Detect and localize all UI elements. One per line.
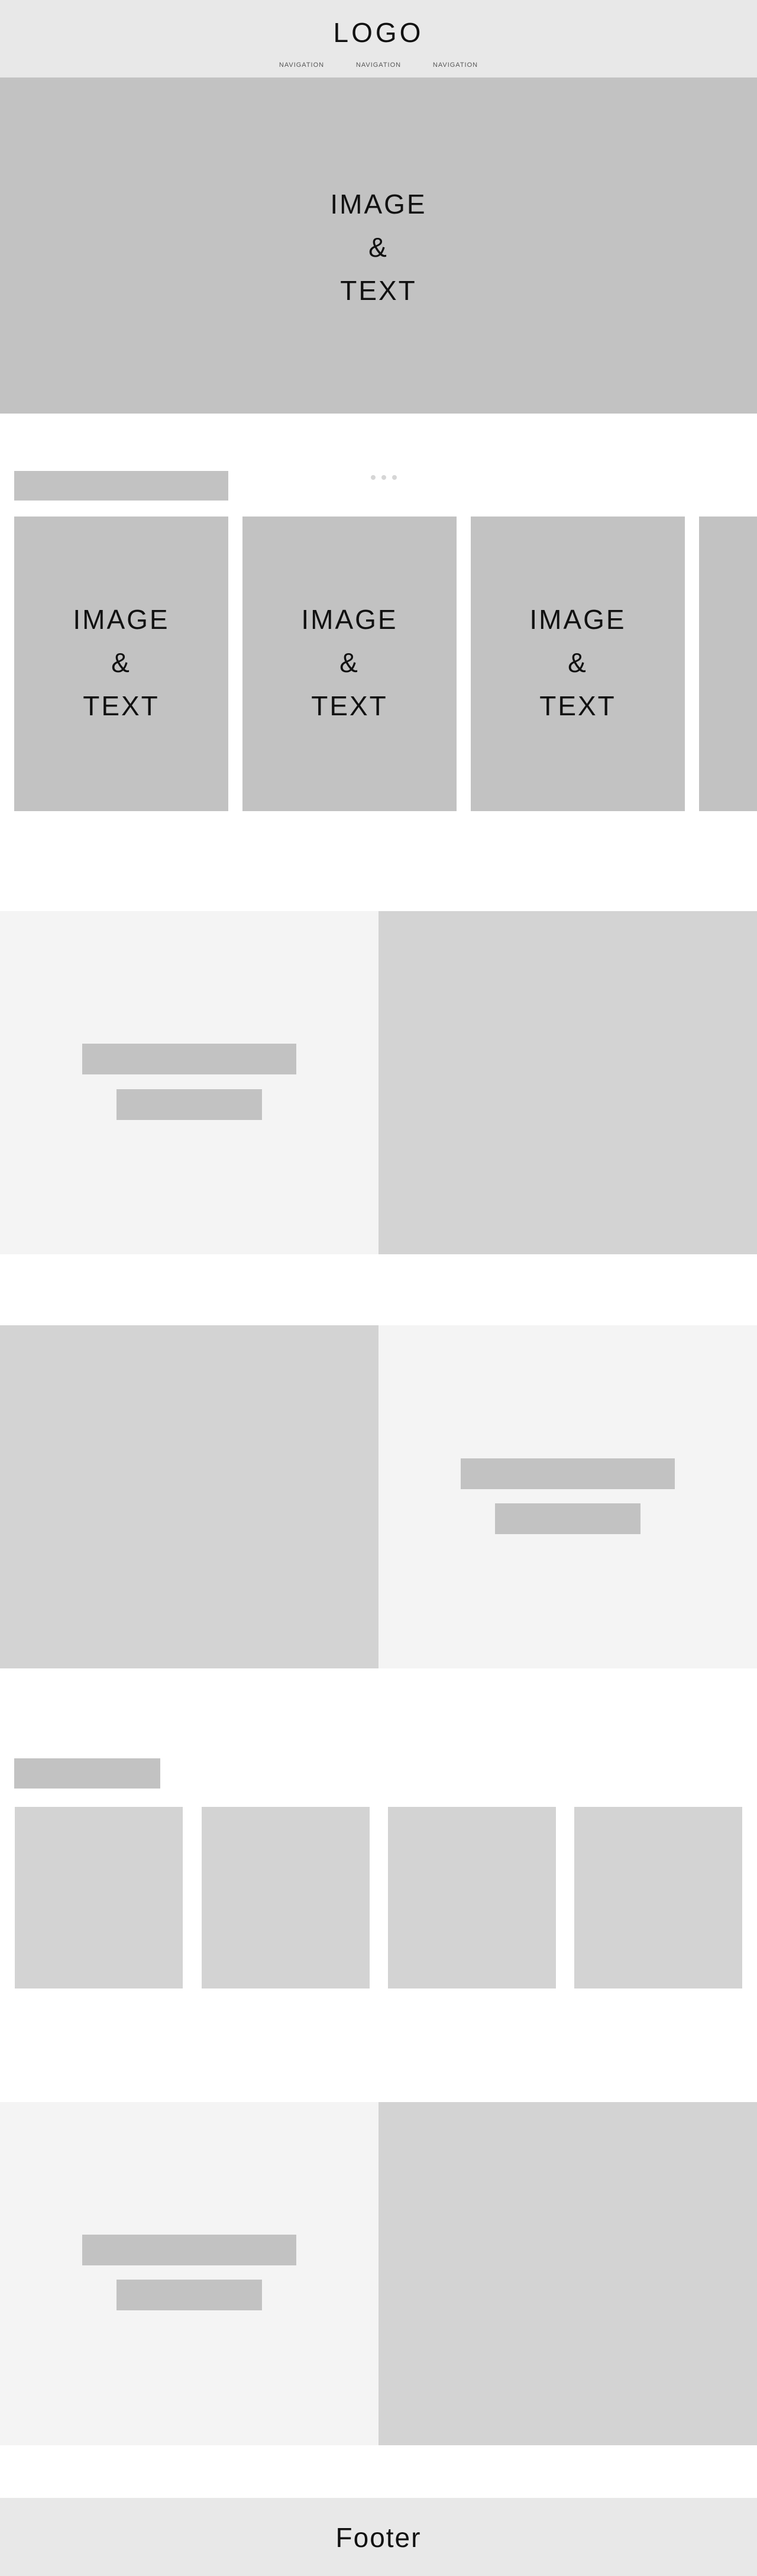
feature-1-image-placeholder — [378, 911, 757, 1254]
card-line-image: IMAGE — [14, 598, 228, 641]
card-line-text: TEXT — [471, 685, 685, 728]
hero-dot-3[interactable] — [381, 475, 386, 480]
feature-2-button-placeholder[interactable] — [495, 1503, 640, 1534]
feature-1-title-placeholder — [82, 1044, 296, 1074]
feature-3-title-placeholder — [82, 2235, 296, 2265]
footer-label: Footer — [0, 2522, 757, 2554]
feature-1-text-panel — [0, 911, 378, 1254]
card-text: IMAGE & TEXT — [14, 598, 228, 728]
site-header: LOGO NAVIGATION NAVIGATION NAVIGATION — [0, 0, 757, 78]
card-line-ampersand: & — [242, 641, 457, 685]
card-line-image: IMAGE — [471, 598, 685, 641]
gallery-tile-2[interactable] — [202, 1807, 370, 1989]
card-line-image: IMAGE — [242, 598, 457, 641]
nav-item-3[interactable]: NAVIGATION — [417, 62, 494, 69]
carousel-card-4-partial[interactable] — [699, 517, 757, 811]
carousel-heading-placeholder — [14, 471, 228, 501]
carousel-card-2[interactable]: IMAGE & TEXT — [242, 517, 457, 811]
gallery-tile-4[interactable] — [574, 1807, 742, 1989]
main-navigation: NAVIGATION NAVIGATION NAVIGATION — [0, 62, 757, 69]
hero-line-image: IMAGE — [0, 183, 757, 226]
gallery-heading-placeholder — [14, 1758, 160, 1789]
card-line-text: TEXT — [14, 685, 228, 728]
hero-line-text: TEXT — [0, 269, 757, 312]
card-text: IMAGE & TEXT — [242, 598, 457, 728]
carousel-card-1[interactable]: IMAGE & TEXT — [14, 517, 228, 811]
hero-line-ampersand: & — [0, 226, 757, 269]
card-line-text: TEXT — [242, 685, 457, 728]
nav-item-1[interactable]: NAVIGATION — [263, 62, 340, 69]
gallery-tile-1[interactable] — [15, 1807, 183, 1989]
feature-1-button-placeholder[interactable] — [117, 1089, 262, 1120]
feature-3-button-placeholder[interactable] — [117, 2280, 262, 2310]
card-line-ampersand: & — [471, 641, 685, 685]
feature-2-image-placeholder — [0, 1325, 378, 1668]
feature-3-image-placeholder — [378, 2102, 757, 2445]
carousel-card-3[interactable]: IMAGE & TEXT — [471, 517, 685, 811]
logo[interactable]: LOGO — [0, 17, 757, 49]
hero-text: IMAGE & TEXT — [0, 183, 757, 312]
nav-item-2[interactable]: NAVIGATION — [340, 62, 417, 69]
feature-2-text-panel — [378, 1325, 757, 1668]
hero-banner: IMAGE & TEXT — [0, 78, 757, 414]
feature-3-text-panel — [0, 2102, 378, 2445]
site-footer: Footer — [0, 2498, 757, 2576]
card-line-ampersand: & — [14, 641, 228, 685]
gallery-tile-3[interactable] — [388, 1807, 556, 1989]
card-text: IMAGE & TEXT — [471, 598, 685, 728]
hero-dot-1[interactable] — [360, 475, 365, 480]
hero-dot-4[interactable] — [392, 475, 397, 480]
feature-2-title-placeholder — [461, 1458, 675, 1489]
hero-dot-2[interactable] — [371, 475, 376, 480]
